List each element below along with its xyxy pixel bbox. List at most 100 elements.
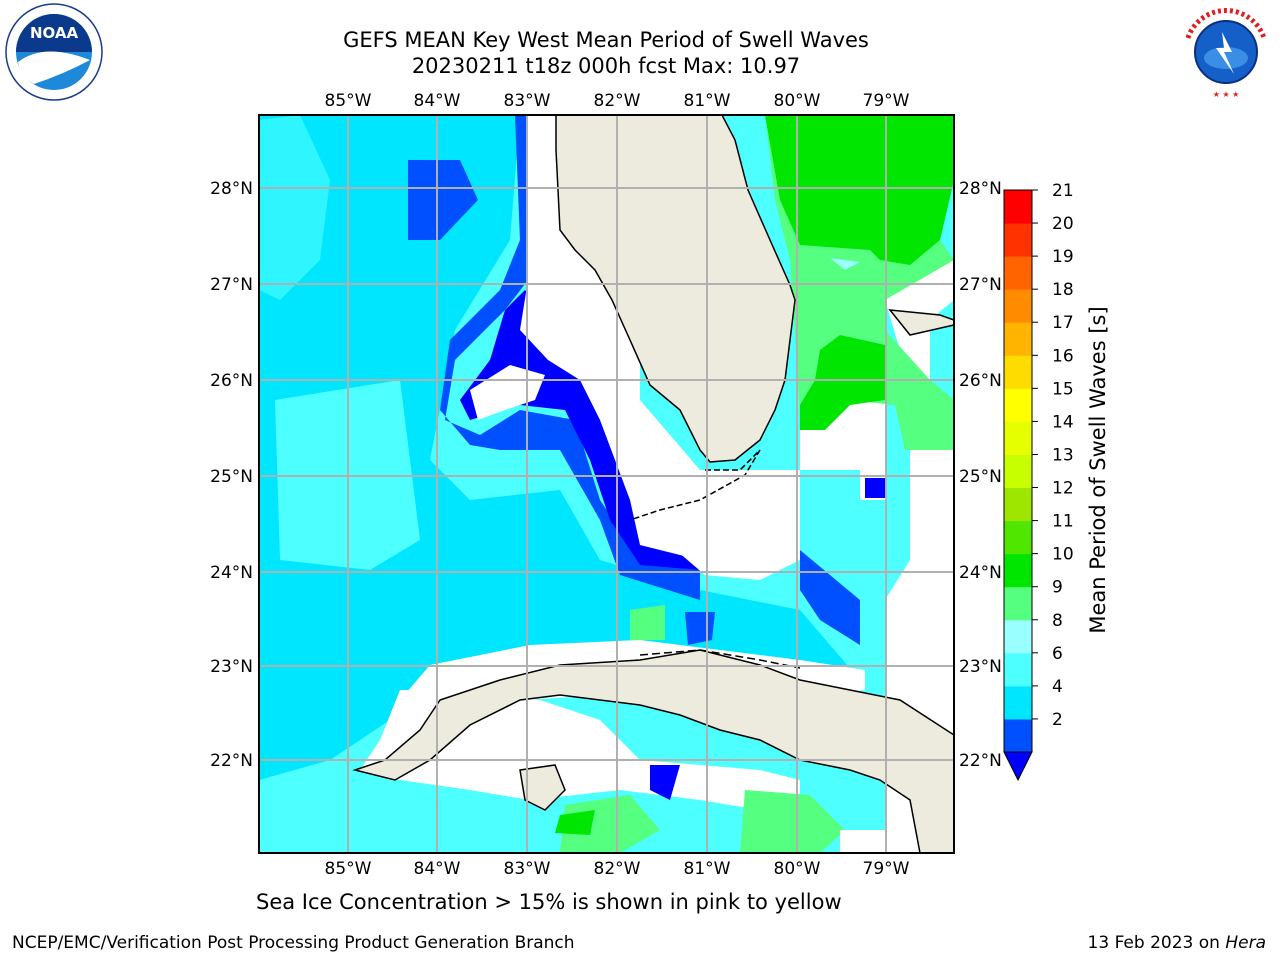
lon-labels-bottom: 85°W 84°W 83°W 82°W 81°W 80°W 79°W [325,859,910,879]
footer-credit: NCEP/EMC/Verification Post Processing Pr… [12,933,575,953]
lon-label: 83°W [504,91,551,111]
lon-label: 80°W [774,91,821,111]
colorbar-segment [1004,652,1032,687]
svg-text:★ ★ ★: ★ ★ ★ [1213,90,1240,99]
map-subtitle: 20230211 t18z 000h fcst Max: 10.97 [411,54,801,78]
lon-label: 79°W [863,859,910,879]
lon-label: 85°W [325,91,372,111]
colorbar-segment [1004,421,1032,455]
lon-label: 85°W [325,859,372,879]
field-8-10-strait [630,605,665,640]
colorbar-label: Mean Period of Swell Waves [s] [1086,306,1110,634]
colorbar-segment [1004,487,1032,522]
colorbar-tick-label: 21 [1052,181,1074,201]
lon-label: 83°W [504,859,551,879]
footer-host: Hera [1225,933,1266,953]
lon-label: 80°W [774,859,821,879]
lat-label: 24°N [210,563,253,583]
colorbar-tick-label: 18 [1052,280,1074,300]
lat-label: 26°N [959,371,1002,391]
lat-label: 28°N [959,179,1002,199]
colorbar-tick-label: 10 [1052,545,1074,565]
field-2-4-gulf [408,160,478,240]
colorbar-extend-arrow [1003,751,1033,782]
colorbar: 21 20 19 18 17 16 15 14 13 12 11 10 9 8 6 4 2 [1003,181,1074,782]
colorbar-segment [1004,256,1032,290]
lat-label: 26°N [210,371,253,391]
field-2-4-east-strait [800,550,860,645]
colorbar-tick-label: 2 [1052,710,1063,730]
map-frame [258,114,955,854]
colorbar-tick-label: 14 [1052,412,1074,432]
field-6-8-patch-b [259,115,330,300]
lat-label: 27°N [959,275,1002,295]
field-2-4-strait [685,612,715,645]
lon-label: 81°W [684,91,731,111]
field-10-11-south [800,335,885,430]
missing-east-3 [840,830,885,853]
colorbar-tick-label: 6 [1052,644,1063,664]
colorbar-segment [1004,190,1032,224]
lat-label: 25°N [959,467,1002,487]
lat-label: 22°N [210,751,253,771]
florida-land [555,115,796,463]
field-8-10-cuba-s [560,795,660,853]
lon-label: 82°W [594,91,641,111]
lat-labels-right: 28°N 27°N 26°N 25°N 24°N 23°N 22°N [959,179,1002,771]
colorbar-tick-label: 8 [1052,611,1063,631]
lon-label: 82°W [594,859,641,879]
lat-label: 23°N [959,657,1002,677]
lat-label: 27°N [210,275,253,295]
colorbar-segment [1004,355,1032,389]
colorbar-segment [1004,454,1032,489]
colorbar-segment [1004,553,1032,588]
colorbar-tick-label: 13 [1052,445,1074,465]
lon-label: 79°W [863,91,910,111]
colorbar-segment [1004,388,1032,422]
lon-label: 84°W [414,91,461,111]
missing-keys [640,470,800,580]
colorbar-tick-label: 17 [1052,313,1074,333]
colorbar-tick-label: 11 [1052,512,1074,532]
cuba-north-cays [639,649,801,669]
colorbar-tick-label: 12 [1052,479,1074,499]
colorbar-segment [1004,322,1032,356]
colorbar-segment [1004,289,1032,323]
map-title: GEFS MEAN Key West Mean Period of Swell … [343,28,869,52]
colorbar-segment [1004,586,1032,621]
colorbar-tick-label: 19 [1052,247,1074,267]
cuba-land [352,649,954,853]
lon-labels-top: 85°W 84°W 83°W 82°W 81°W 80°W 79°W [325,91,910,111]
sea-ice-note: Sea Ice Concentration > 15% is shown in … [256,890,842,914]
colorbar-tick-label: 16 [1052,346,1074,366]
lat-label: 24°N [959,563,1002,583]
nws-logo: ★ ★ ★ [1178,4,1274,100]
colorbar-tick-label: 4 [1052,677,1063,697]
colorbar-tick-label: 15 [1052,379,1074,399]
lat-label: 28°N [210,179,253,199]
svg-text:NOAA: NOAA [30,24,79,42]
colorbar-segment [1004,619,1032,654]
colorbar-tick-label: 9 [1052,578,1063,598]
lon-label: 84°W [414,859,461,879]
noaa-logo: NOAA [5,3,103,101]
field-8-10-cuba-se [740,790,845,853]
colorbar-tick-label: 20 [1052,214,1074,234]
field-10-11-cuba [555,810,595,835]
lat-labels-left: 28°N 27°N 26°N 25°N 24°N 23°N 22°N [210,179,253,771]
grid-lines [259,115,954,853]
colorbar-segment [1004,223,1032,257]
isla-juventud [519,764,566,811]
field-8-10-patch [830,258,860,270]
missing-cuba-west [360,690,800,840]
colorbar-segment [1004,520,1032,555]
footer-date: 13 Feb 2023 on Hera [1087,933,1266,953]
lat-label: 22°N [959,751,1002,771]
colorbar-frame [1003,189,1033,753]
colorbar-segment [1004,685,1032,720]
field-2-4-cuba [650,765,680,800]
bahamas-land [888,309,954,336]
lat-label: 23°N [210,657,253,677]
lat-label: 25°N [210,467,253,487]
